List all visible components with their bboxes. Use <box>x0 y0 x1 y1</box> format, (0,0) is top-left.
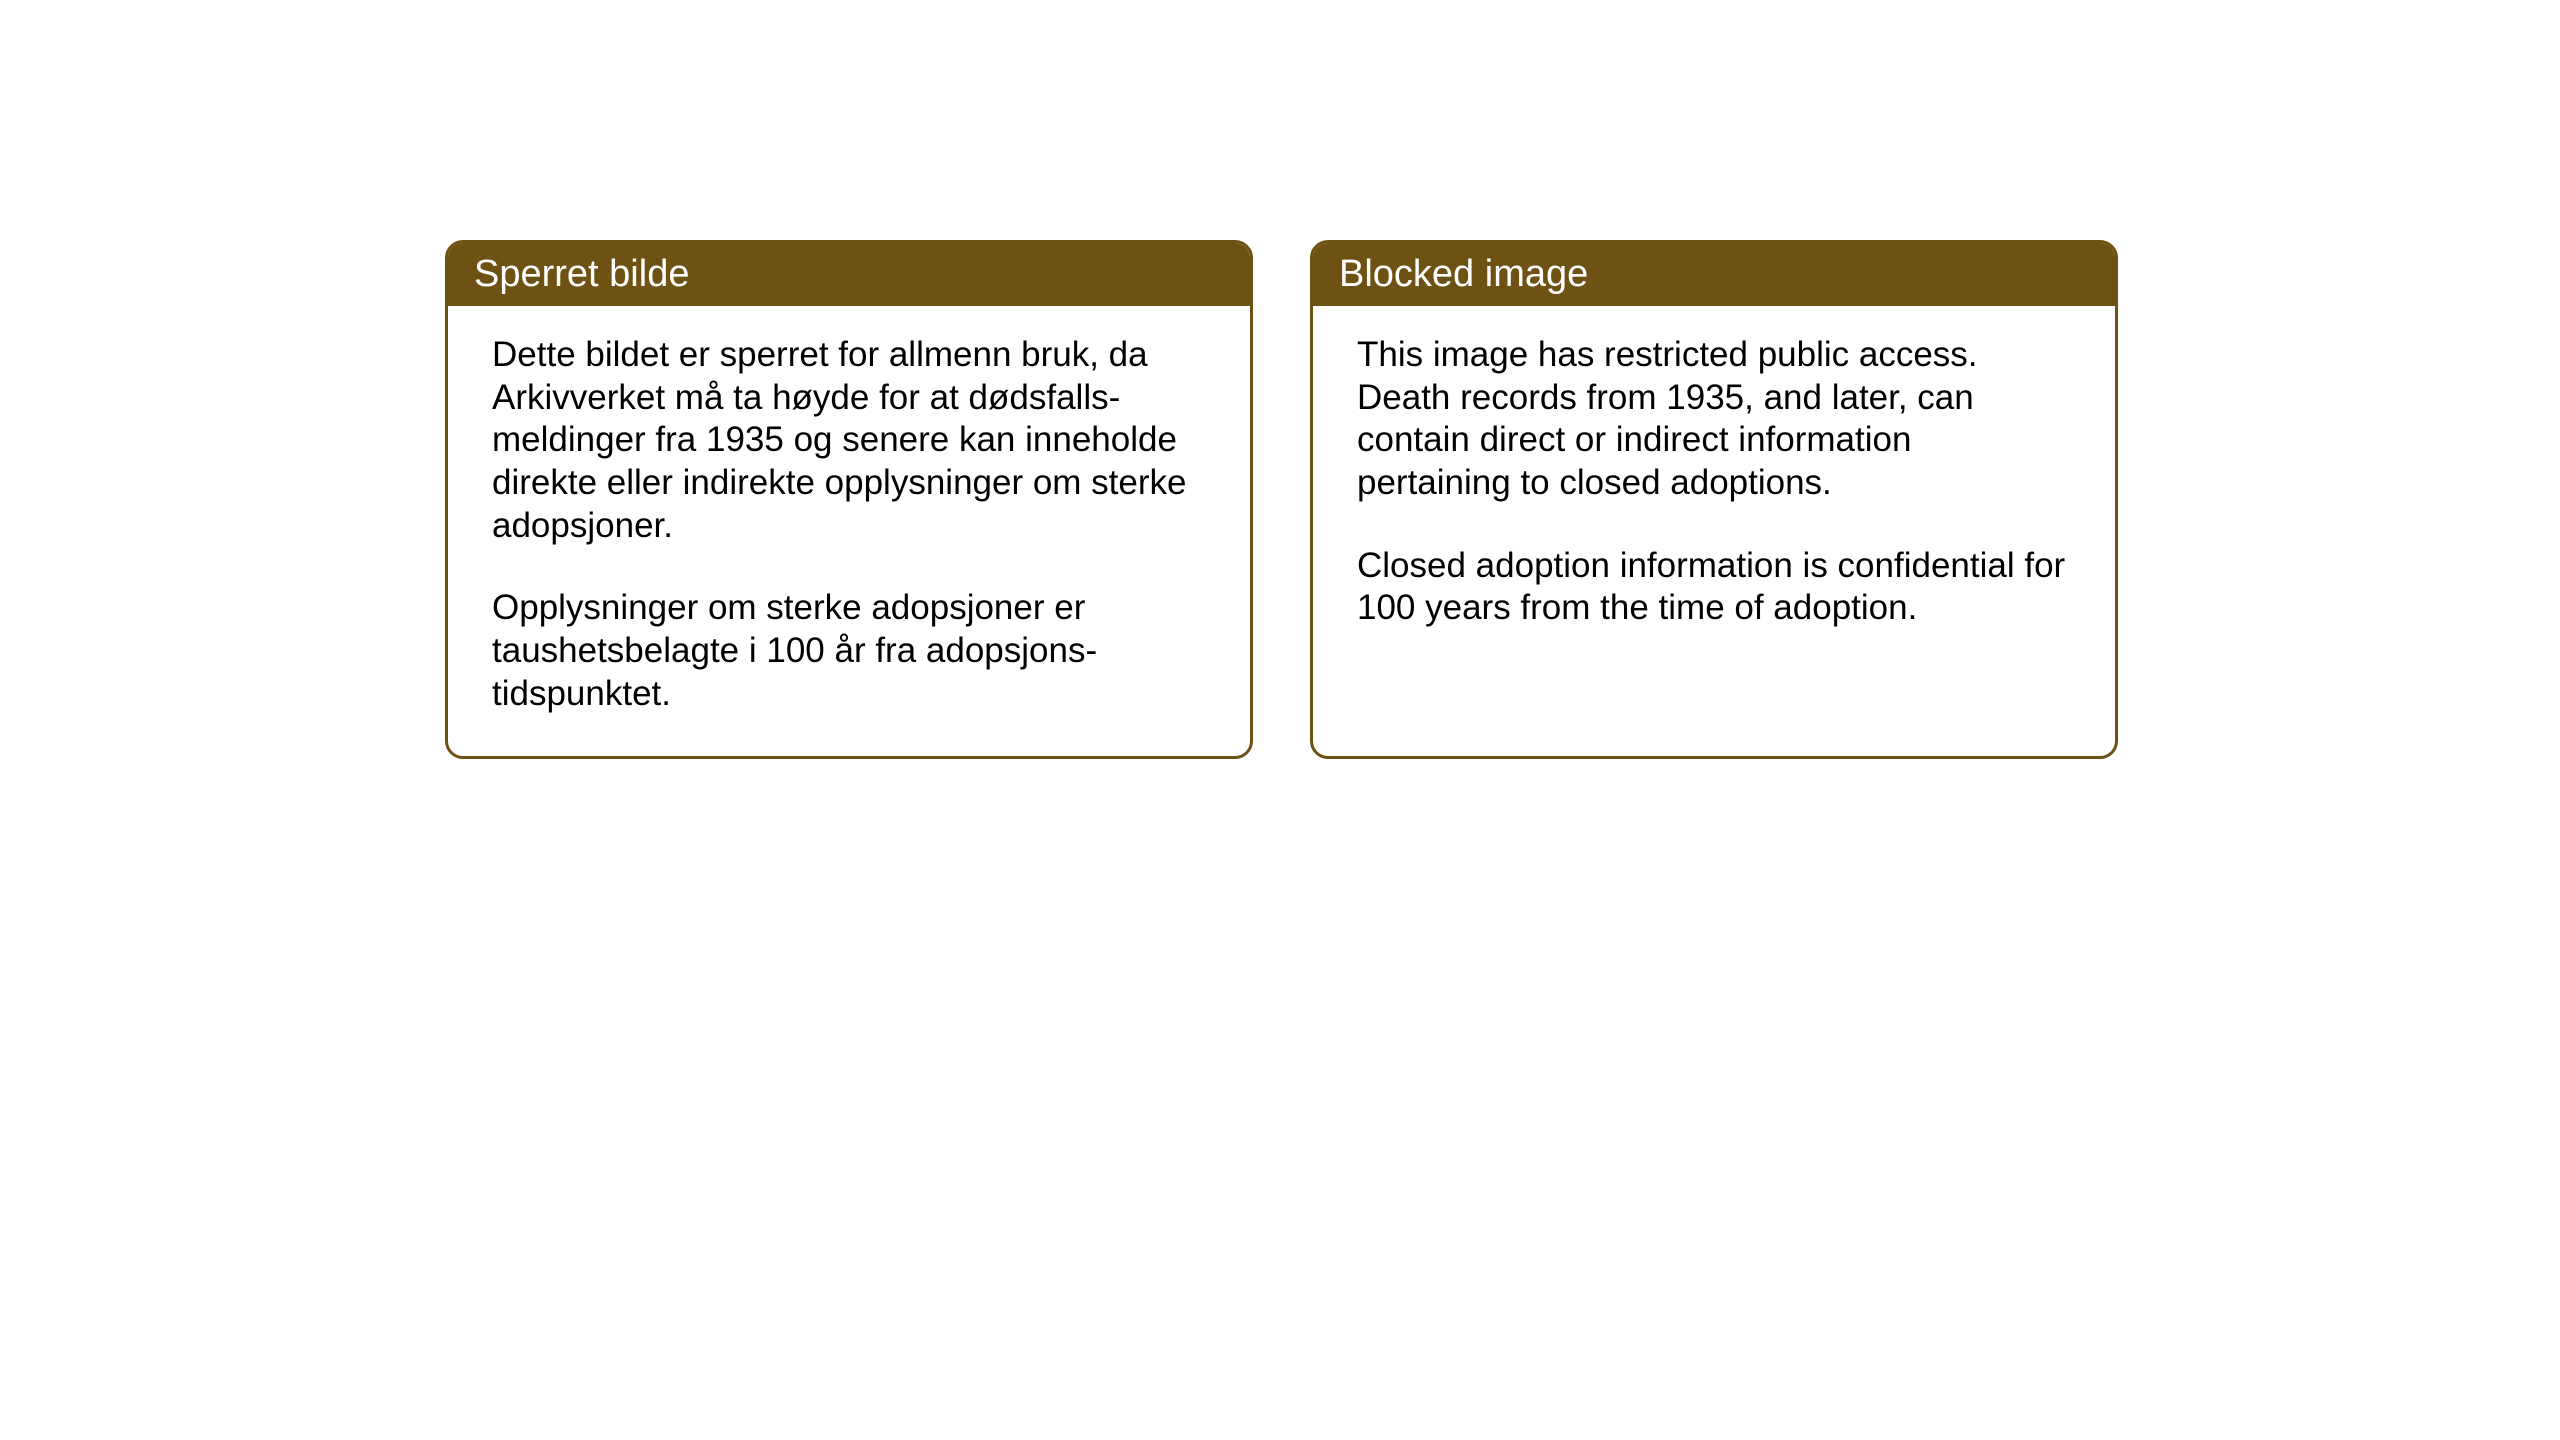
notice-paragraph2-norwegian: Opplysninger om sterke adopsjoner er tau… <box>492 587 1206 715</box>
notice-title-english: Blocked image <box>1339 253 1588 295</box>
notice-container: Sperret bilde Dette bildet er sperret fo… <box>445 240 2118 759</box>
notice-body-norwegian: Dette bildet er sperret for allmenn bruk… <box>448 306 1250 756</box>
notice-paragraph1-english: This image has restricted public access.… <box>1357 334 2071 505</box>
notice-box-norwegian: Sperret bilde Dette bildet er sperret fo… <box>445 240 1253 759</box>
notice-box-english: Blocked image This image has restricted … <box>1310 240 2118 759</box>
notice-header-norwegian: Sperret bilde <box>448 243 1250 306</box>
notice-paragraph2-english: Closed adoption information is confident… <box>1357 545 2071 630</box>
notice-paragraph1-norwegian: Dette bildet er sperret for allmenn bruk… <box>492 334 1206 547</box>
notice-body-english: This image has restricted public access.… <box>1313 306 2115 670</box>
notice-header-english: Blocked image <box>1313 243 2115 306</box>
notice-title-norwegian: Sperret bilde <box>474 253 689 295</box>
